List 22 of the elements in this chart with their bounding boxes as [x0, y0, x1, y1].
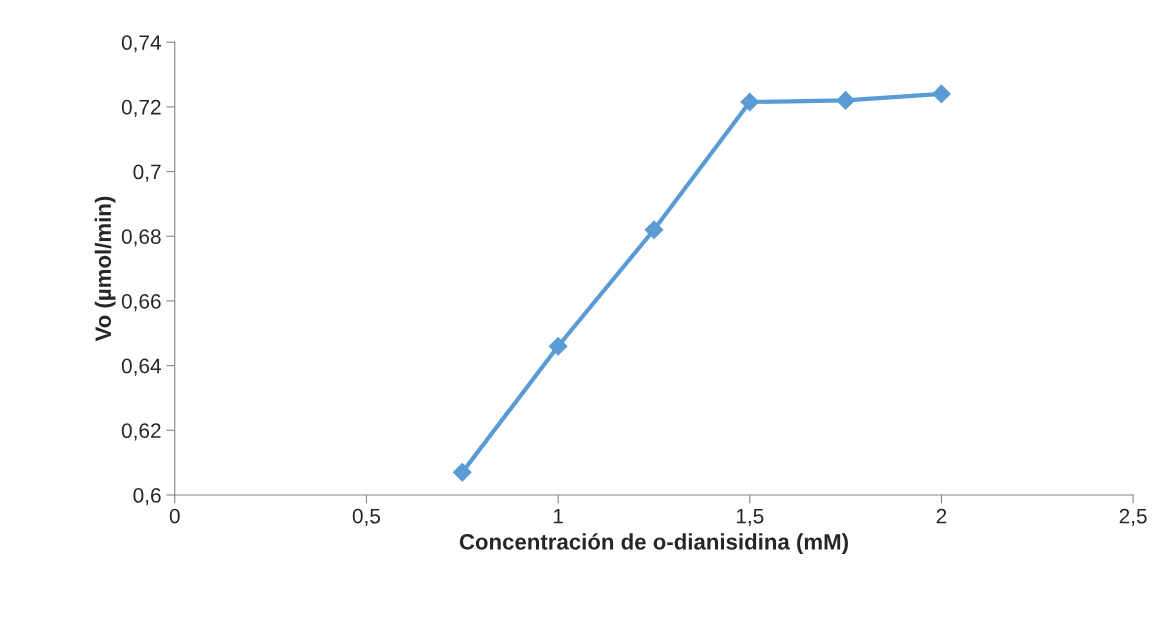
y-tick-label: 0,72 — [121, 99, 161, 118]
y-tick-label: 0,66 — [121, 293, 161, 312]
x-tick-label: 0 — [169, 508, 180, 524]
y-tick-label: 0,6 — [133, 488, 161, 506]
x-tick-label: 1,5 — [736, 508, 764, 526]
x-tick-label: 2,5 — [1119, 508, 1147, 526]
point — [932, 84, 951, 104]
x-tick-label: 1 — [553, 508, 563, 524]
x-axis-title: Concentración de o-dianisidina (mM) — [459, 533, 848, 555]
point — [836, 91, 855, 110]
point — [740, 92, 760, 112]
y-tick-label: 0,68 — [121, 229, 161, 247]
x-tick-label: 2 — [936, 508, 947, 524]
y-tick-label: 0,7 — [133, 164, 161, 182]
y-tick-label: 0,74 — [121, 35, 161, 53]
point — [452, 463, 472, 482]
y-axis-title: Vo (µmol/min) — [94, 196, 116, 342]
x-tick-label: 0,5 — [352, 508, 381, 526]
point — [644, 220, 664, 240]
y-tick-label: 0,62 — [121, 423, 161, 441]
point — [548, 336, 568, 356]
y-tick-label: 0,64 — [121, 358, 161, 376]
